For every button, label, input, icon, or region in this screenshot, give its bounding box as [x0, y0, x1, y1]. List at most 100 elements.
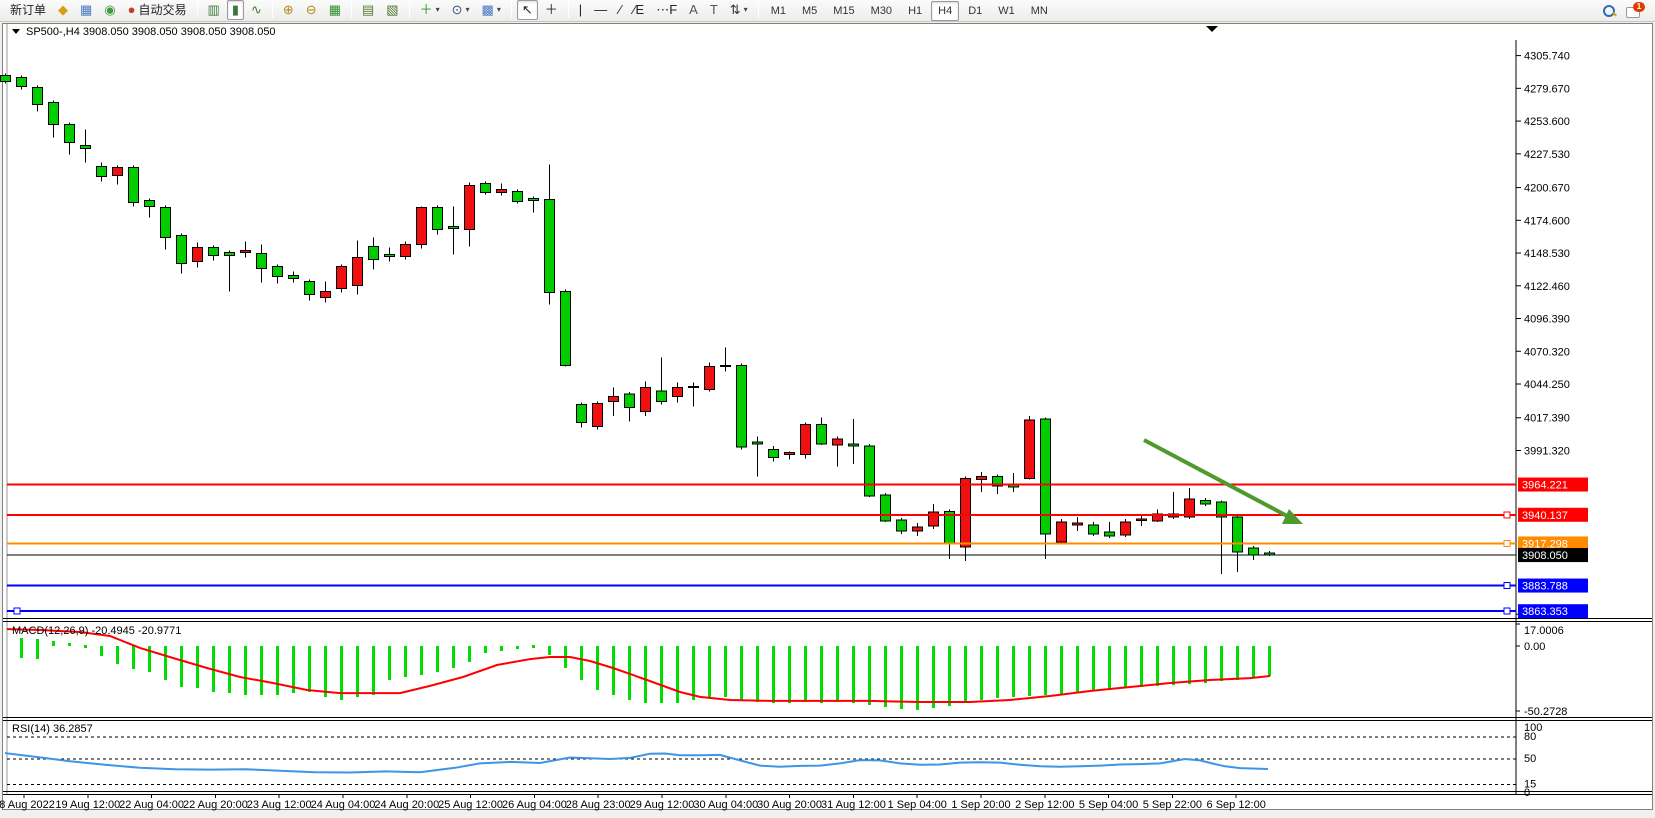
fibonacci-icon[interactable]: ⋯F: [651, 0, 682, 20]
candlestick-chart-icon[interactable]: ▮: [226, 0, 244, 20]
candle: [1184, 498, 1195, 518]
timeframe-m30[interactable]: M30: [870, 5, 893, 18]
candle: [64, 123, 75, 144]
time-tick-label: 19 Aug 12:00: [55, 799, 120, 811]
equidistant-channel-icon: ∕E: [633, 2, 645, 18]
candle: [304, 280, 315, 295]
line-chart-icon[interactable]: ∿: [246, 0, 267, 20]
timeframe-w1[interactable]: W1: [998, 5, 1015, 18]
macd-scale-label: -50.2728: [1524, 706, 1567, 718]
line-handle[interactable]: [13, 607, 21, 615]
auto-arrange-icon[interactable]: ▤: [357, 0, 379, 20]
trendline-icon[interactable]: ∕: [614, 0, 626, 20]
svg-text:3908.050: 3908.050: [1522, 550, 1568, 562]
bar-chart-icon[interactable]: ▥: [203, 0, 225, 20]
price-level-label: 3908.050: [1518, 548, 1588, 563]
price-levels-layer[interactable]: [7, 483, 1516, 615]
price-tick-label: 4200.670: [1524, 183, 1570, 195]
auto-trading-button[interactable]: ● 自动交易: [123, 0, 192, 20]
periods-clock-icon[interactable]: ⊙ ▾: [447, 0, 475, 20]
text-label-icon: T: [709, 2, 718, 18]
line-chart-icon: ∿: [250, 2, 262, 18]
equidistant-channel-icon[interactable]: ∕E: [628, 0, 649, 20]
profiles-icon[interactable]: ◆: [53, 0, 73, 20]
timeframe-m5[interactable]: M5: [801, 5, 818, 18]
auto-trading-button-label: 自动交易: [138, 3, 187, 18]
new-order-button[interactable]: 新订单: [10, 3, 47, 18]
candle: [80, 145, 91, 150]
candle: [688, 385, 699, 389]
tile-windows-icon[interactable]: ▦: [324, 0, 346, 20]
candle: [768, 448, 779, 458]
rsi-scale-label: 15: [1524, 779, 1536, 791]
candle: [480, 182, 491, 194]
rsi-scale-label: 50: [1524, 753, 1536, 765]
line-handle[interactable]: [1503, 511, 1511, 519]
candle: [576, 403, 587, 423]
macd-signal-line: [7, 628, 1271, 703]
price-level-label: 3883.788: [1518, 578, 1588, 593]
price-tick-label: 4253.600: [1524, 116, 1570, 128]
timeframe-d1[interactable]: D1: [968, 5, 983, 18]
horizontal-line-icon[interactable]: —: [589, 0, 612, 20]
chart-shift-marker[interactable]: [1206, 26, 1218, 32]
crosshair-icon[interactable]: ＋: [540, 0, 563, 20]
dropdown-caret-icon: ▾: [435, 5, 440, 15]
time-tick-label: 1 Sep 20:00: [951, 799, 1010, 811]
time-tick-label: 26 Aug 04:00: [502, 799, 567, 811]
svg-text:3863.353: 3863.353: [1522, 606, 1568, 618]
symbol-dropdown-icon[interactable]: [12, 29, 20, 34]
periods-clock-icon: ⊙: [451, 2, 463, 18]
align-charts-icon[interactable]: ▧: [381, 0, 403, 20]
candle: [256, 252, 267, 269]
crosshair-icon: ＋: [544, 2, 558, 18]
search-icon[interactable]: [1602, 4, 1617, 18]
new-chart-icon[interactable]: ＋ ▾: [415, 0, 445, 20]
candles-layer: [0, 73, 1275, 575]
notifications-icon[interactable]: 1: [1626, 1, 1645, 18]
trendline-icon: ∕: [619, 2, 622, 18]
candle: [1248, 547, 1259, 556]
dropdown-caret-icon: ▾: [743, 5, 748, 15]
chart-title: SP500-,H4 3908.050 3908.050 3908.050 390…: [12, 26, 276, 38]
candle: [320, 291, 331, 298]
line-handle[interactable]: [1503, 539, 1511, 547]
timeframe-h4[interactable]: H4: [931, 1, 960, 22]
text-icon[interactable]: A: [684, 0, 703, 20]
dropdown-caret-icon: ▾: [465, 5, 470, 15]
templates-icon[interactable]: ▩ ▾: [477, 0, 506, 20]
text-label-icon[interactable]: T: [705, 0, 723, 20]
timeframe-mn[interactable]: MN: [1030, 5, 1048, 18]
profiles-icon: ◆: [58, 2, 69, 18]
time-tick-label: 23 Aug 12:00: [247, 799, 312, 811]
candle: [160, 206, 171, 239]
candle: [288, 274, 299, 279]
auto-trading-button: ●: [127, 2, 136, 18]
timeframe-m15[interactable]: M15: [833, 5, 855, 18]
arrow-annotation[interactable]: [1143, 438, 1303, 524]
toolbar-separator: [567, 1, 569, 19]
line-handle[interactable]: [1503, 582, 1511, 590]
line-handle[interactable]: [1503, 607, 1511, 615]
timeframe-h1[interactable]: H1: [908, 5, 923, 18]
rsi-scale-label: 0: [1524, 787, 1530, 799]
cursor-icon[interactable]: ↖: [516, 0, 538, 20]
candlestick-chart-icon: ▮: [231, 2, 239, 18]
market-watch-icon[interactable]: ▦: [75, 0, 97, 20]
price-level-label: 3917.298: [1518, 536, 1588, 551]
candle: [1104, 531, 1115, 537]
navigator-icon[interactable]: ◉: [99, 0, 120, 20]
notification-badge: 1: [1633, 1, 1645, 12]
price-tick-label: 4279.670: [1524, 83, 1570, 95]
text-icon: A: [689, 2, 698, 18]
candle: [1056, 521, 1067, 543]
zoom-out-icon[interactable]: ⊖: [301, 0, 322, 20]
timeframe-m1[interactable]: M1: [770, 5, 786, 18]
zoom-in-icon[interactable]: ⊕: [278, 0, 299, 20]
vertical-line-icon[interactable]: |: [574, 0, 587, 20]
candle: [960, 477, 971, 548]
arrows-icon[interactable]: ⇅ ▾: [725, 0, 753, 20]
toolbar-separator: [351, 1, 352, 19]
